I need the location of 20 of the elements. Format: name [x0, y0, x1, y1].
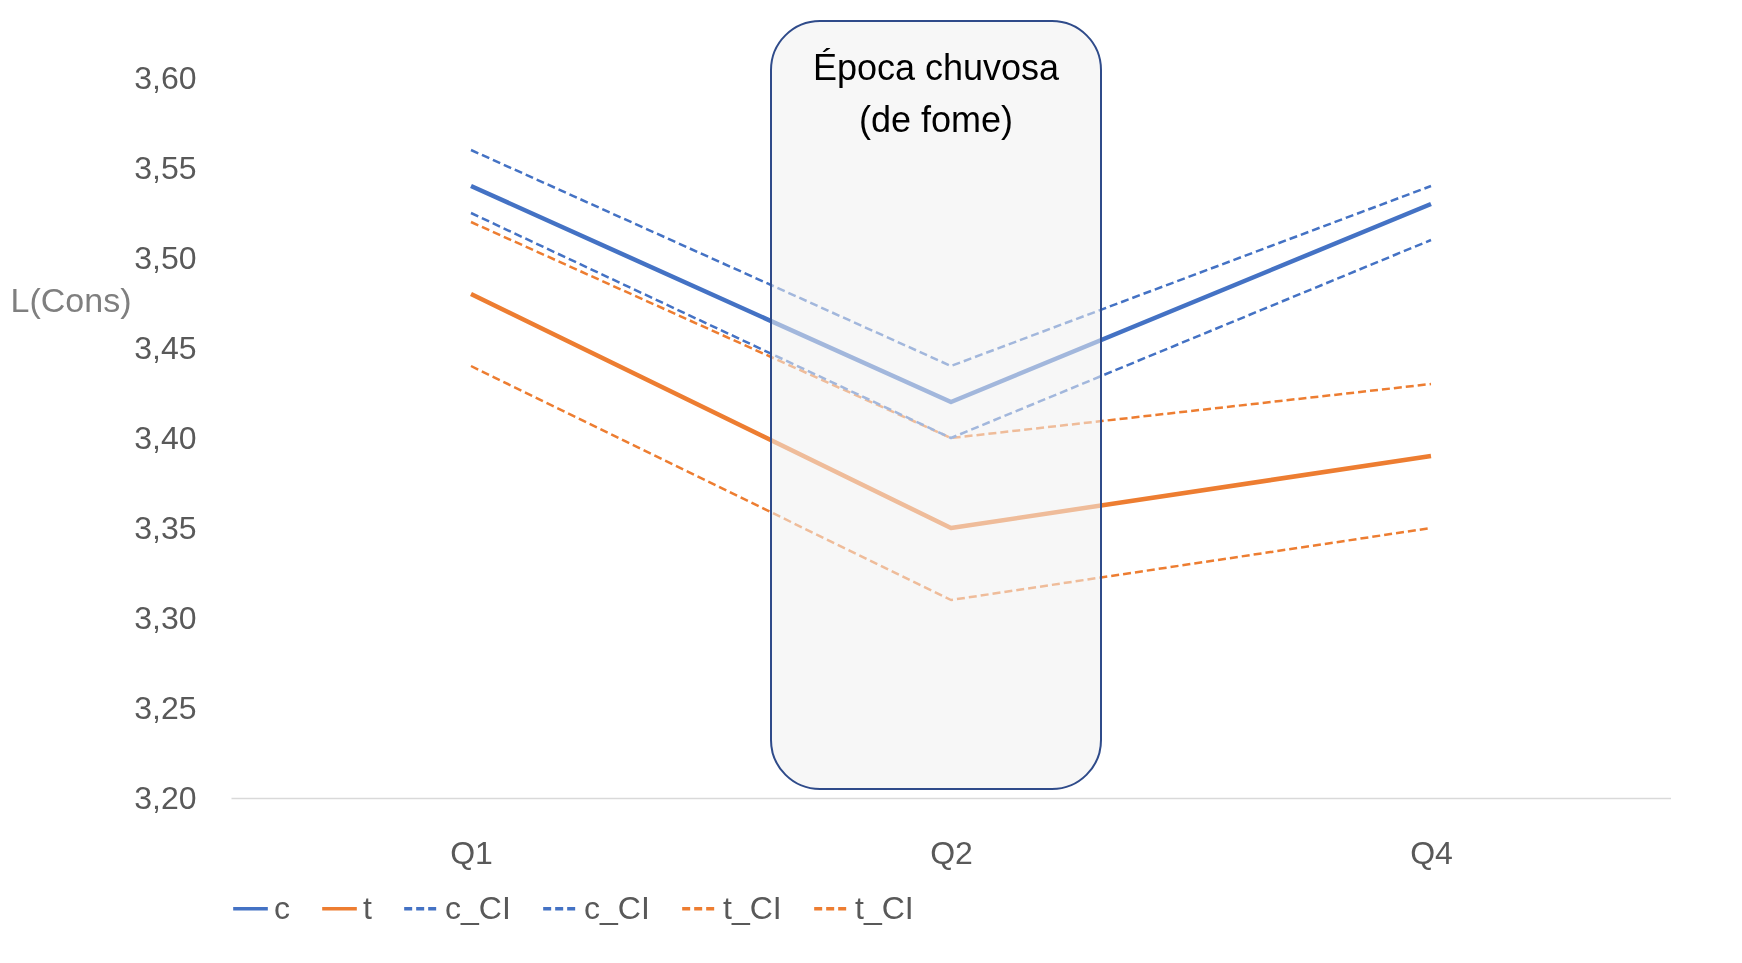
legend-label: t_CI	[855, 889, 914, 926]
y-tick-label: 3,20	[134, 779, 197, 816]
y-tick-label: 3,60	[134, 59, 197, 96]
legend-label: c	[274, 889, 290, 926]
y-tick-label: 3,55	[134, 149, 197, 186]
x-tick-label: Q1	[450, 834, 493, 871]
legend-label: t	[363, 889, 372, 926]
legend-label: t_CI	[723, 889, 782, 926]
rounded-box: Época chuvosa (de fome)	[770, 20, 1102, 790]
x-tick-label: Q2	[930, 834, 973, 871]
y-tick-label: 3,40	[134, 419, 197, 456]
y-tick-label: 3,30	[134, 599, 197, 636]
y-tick-label: 3,50	[134, 239, 197, 276]
legend-label: c_CI	[445, 889, 511, 926]
legend-label: c_CI	[584, 889, 650, 926]
y-tick-label: 3,45	[134, 329, 197, 366]
x-tick-label: Q4	[1410, 834, 1453, 871]
y-tick-label: 3,35	[134, 509, 197, 546]
y-tick-label: 3,25	[134, 689, 197, 726]
y-axis-title: L(Cons)	[10, 280, 132, 319]
